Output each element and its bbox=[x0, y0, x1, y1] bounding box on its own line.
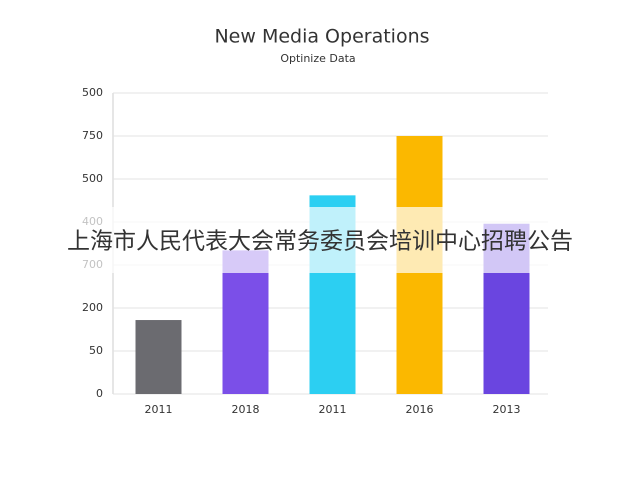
overlay-text: 上海市人民代表大会常务委员会培训中心招聘公告 bbox=[67, 229, 573, 255]
bar bbox=[135, 320, 182, 394]
x-tick-label: 2016 bbox=[406, 403, 434, 416]
chart-title: New Media Operations bbox=[214, 26, 429, 48]
chart-subtitle: Optinize Data bbox=[280, 52, 355, 65]
bar bbox=[222, 250, 269, 394]
y-tick-label: 50 bbox=[89, 344, 103, 357]
y-tick-label: 750 bbox=[82, 129, 103, 142]
overlay-band bbox=[0, 207, 640, 273]
y-tick-label: 500 bbox=[82, 172, 103, 185]
x-tick-label: 2018 bbox=[232, 403, 260, 416]
x-tick-label: 2011 bbox=[319, 403, 347, 416]
y-tick-label: 200 bbox=[82, 301, 103, 314]
x-tick-label: 2013 bbox=[493, 403, 521, 416]
y-tick-label: 500 bbox=[82, 86, 103, 99]
y-tick-label: 0 bbox=[96, 387, 103, 400]
x-tick-label: 2011 bbox=[145, 403, 173, 416]
